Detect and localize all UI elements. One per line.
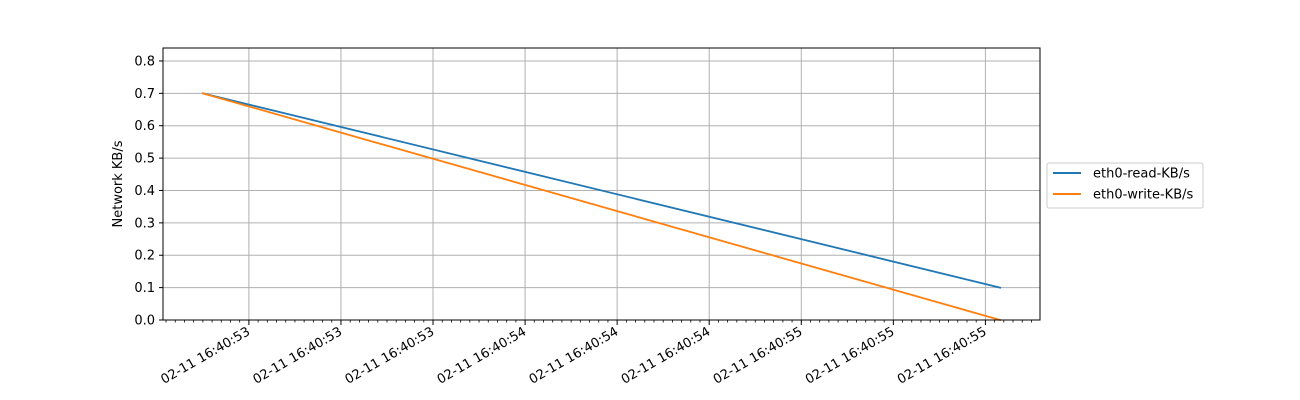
x-tick-label: 02-11 16:40:54: [435, 324, 529, 387]
y-tick-label: 0.2: [134, 249, 155, 264]
y-tick-label: 0.6: [134, 119, 155, 134]
y-tick-label: 0.7: [134, 87, 155, 102]
x-tick-label: 02-11 16:40:53: [343, 324, 437, 387]
legend-frame: [1046, 162, 1204, 209]
x-tick-label: 02-11 16:40:53: [251, 324, 345, 387]
legend: eth0-read-KB/s eth0-write-KB/s: [1046, 162, 1204, 209]
y-tick-label: 0.1: [134, 281, 155, 296]
y-tick-label: 0.0: [134, 314, 155, 329]
series-line-eth0-write-KB/s: [201, 92, 1002, 322]
series-lines: [201, 92, 1002, 322]
x-tick-label: 02-11 16:40:55: [803, 324, 897, 387]
x-tick-label: 02-11 16:40:55: [895, 324, 989, 387]
y-tick-label: 0.8: [134, 54, 155, 69]
y-tick-label: 0.4: [134, 184, 155, 199]
x-tick-label: 02-11 16:40:53: [159, 324, 253, 387]
x-tick-label: 02-11 16:40:55: [711, 324, 805, 387]
x-tick-label: 02-11 16:40:54: [527, 324, 621, 387]
grid-lines: [163, 48, 1040, 321]
y-tick-label: 0.3: [134, 216, 155, 231]
series-line-eth0-read-KB/s: [201, 92, 1002, 289]
legend-label-eth0-read: eth0-read-KB/s: [1093, 167, 1190, 182]
legend-label-eth0-write: eth0-write-KB/s: [1093, 188, 1193, 203]
plot-area-frame: [162, 47, 1041, 321]
y-axis-label: Network KB/s: [111, 140, 126, 227]
y-axis-ticks: 0.0 0.1 0.2 0.3 0.4 0.5 0.6 0.7 0.8: [134, 54, 163, 329]
y-tick-label: 0.5: [134, 152, 155, 167]
x-tick-label: 02-11 16:40:54: [619, 324, 713, 387]
